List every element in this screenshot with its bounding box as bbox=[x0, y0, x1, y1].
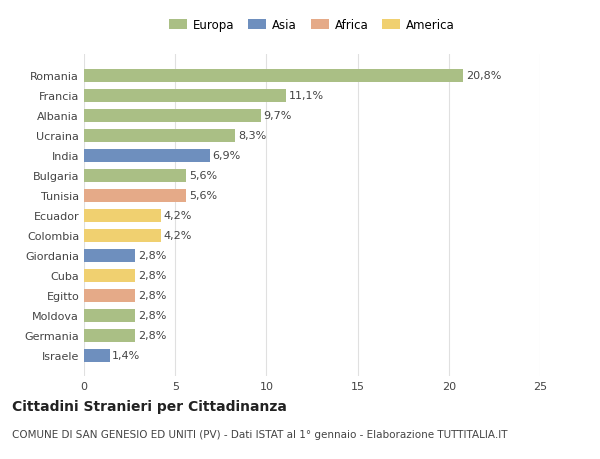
Text: 4,2%: 4,2% bbox=[163, 211, 192, 221]
Text: 1,4%: 1,4% bbox=[112, 350, 140, 360]
Text: 6,9%: 6,9% bbox=[212, 151, 241, 161]
Bar bbox=[84, 249, 135, 262]
Bar bbox=[84, 90, 286, 102]
Bar bbox=[84, 209, 161, 222]
Bar bbox=[84, 150, 210, 162]
Text: 2,8%: 2,8% bbox=[138, 270, 166, 280]
Text: 8,3%: 8,3% bbox=[238, 131, 266, 141]
Text: 20,8%: 20,8% bbox=[466, 71, 502, 81]
Text: 5,6%: 5,6% bbox=[189, 171, 217, 181]
Text: 4,2%: 4,2% bbox=[163, 231, 192, 241]
Text: 2,8%: 2,8% bbox=[138, 251, 166, 261]
Bar bbox=[84, 110, 261, 123]
Bar bbox=[84, 189, 186, 202]
Text: 9,7%: 9,7% bbox=[263, 111, 292, 121]
Text: 2,8%: 2,8% bbox=[138, 330, 166, 340]
Bar bbox=[84, 229, 161, 242]
Bar bbox=[84, 349, 110, 362]
Text: 5,6%: 5,6% bbox=[189, 191, 217, 201]
Bar bbox=[84, 169, 186, 182]
Text: COMUNE DI SAN GENESIO ED UNITI (PV) - Dati ISTAT al 1° gennaio - Elaborazione TU: COMUNE DI SAN GENESIO ED UNITI (PV) - Da… bbox=[12, 429, 508, 439]
Bar bbox=[84, 129, 235, 142]
Text: 2,8%: 2,8% bbox=[138, 291, 166, 301]
Text: 11,1%: 11,1% bbox=[289, 91, 325, 101]
Bar bbox=[84, 289, 135, 302]
Text: Cittadini Stranieri per Cittadinanza: Cittadini Stranieri per Cittadinanza bbox=[12, 399, 287, 413]
Text: 2,8%: 2,8% bbox=[138, 310, 166, 320]
Bar bbox=[84, 309, 135, 322]
Legend: Europa, Asia, Africa, America: Europa, Asia, Africa, America bbox=[169, 19, 455, 32]
Bar bbox=[84, 70, 463, 83]
Bar bbox=[84, 329, 135, 342]
Bar bbox=[84, 269, 135, 282]
